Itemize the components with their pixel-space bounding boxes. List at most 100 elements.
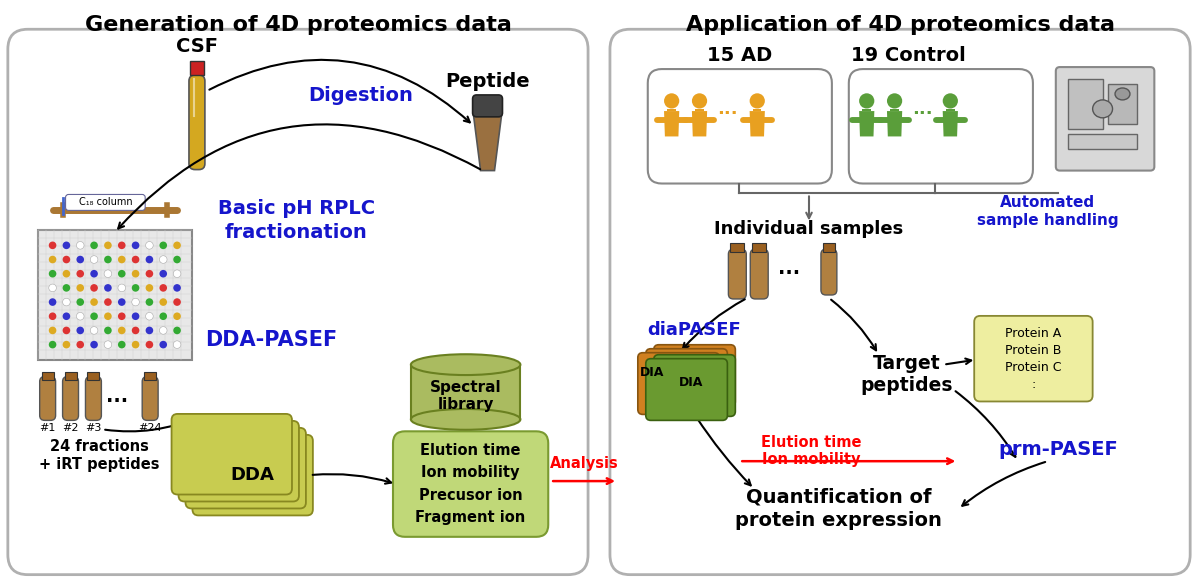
Circle shape xyxy=(160,327,167,334)
Text: 15 AD: 15 AD xyxy=(707,46,772,65)
Bar xyxy=(88,372,100,379)
FancyBboxPatch shape xyxy=(179,421,299,502)
Circle shape xyxy=(145,270,154,278)
Polygon shape xyxy=(946,108,954,111)
Circle shape xyxy=(49,313,56,320)
Text: Target
peptides: Target peptides xyxy=(860,354,953,395)
Circle shape xyxy=(145,298,154,306)
Circle shape xyxy=(104,313,112,320)
Text: Digestion: Digestion xyxy=(308,87,414,105)
Text: Elution time
Ion mobility
Precusor ion
Fragment ion: Elution time Ion mobility Precusor ion F… xyxy=(415,443,526,525)
FancyBboxPatch shape xyxy=(142,377,158,420)
Circle shape xyxy=(62,242,71,249)
FancyBboxPatch shape xyxy=(728,249,746,299)
Text: ...: ... xyxy=(107,387,128,406)
Circle shape xyxy=(145,341,154,349)
Circle shape xyxy=(49,270,56,278)
Circle shape xyxy=(90,298,98,306)
FancyBboxPatch shape xyxy=(654,354,736,416)
Circle shape xyxy=(49,242,56,249)
Circle shape xyxy=(62,270,71,278)
Text: Spectral
library: Spectral library xyxy=(430,380,502,412)
Text: #24: #24 xyxy=(138,423,162,434)
Bar xyxy=(752,243,767,252)
Circle shape xyxy=(104,341,112,349)
Text: Analysis: Analysis xyxy=(550,456,618,471)
Polygon shape xyxy=(887,111,902,136)
Text: Individual samples: Individual samples xyxy=(714,221,904,239)
Polygon shape xyxy=(890,108,899,111)
Circle shape xyxy=(132,270,139,278)
FancyBboxPatch shape xyxy=(172,414,292,495)
Circle shape xyxy=(118,298,126,306)
Circle shape xyxy=(62,284,71,292)
Text: 19 Control: 19 Control xyxy=(851,46,966,65)
Ellipse shape xyxy=(1115,88,1130,100)
Circle shape xyxy=(90,327,98,334)
Polygon shape xyxy=(750,111,764,136)
Circle shape xyxy=(104,284,112,292)
Polygon shape xyxy=(664,111,679,136)
Circle shape xyxy=(132,313,139,320)
Text: Automated
sample handling: Automated sample handling xyxy=(977,196,1118,228)
Circle shape xyxy=(90,284,98,292)
FancyBboxPatch shape xyxy=(186,428,306,509)
Bar xyxy=(1068,134,1138,148)
Circle shape xyxy=(62,298,71,306)
Circle shape xyxy=(173,284,181,292)
Circle shape xyxy=(173,327,181,334)
Circle shape xyxy=(132,242,139,249)
Text: Application of 4D proteomics data: Application of 4D proteomics data xyxy=(686,15,1115,36)
Circle shape xyxy=(49,327,56,334)
Circle shape xyxy=(173,341,181,349)
Circle shape xyxy=(49,255,56,263)
Text: Basic pH RPLC
fractionation: Basic pH RPLC fractionation xyxy=(218,199,376,242)
Circle shape xyxy=(62,313,71,320)
Polygon shape xyxy=(692,111,707,136)
Circle shape xyxy=(118,341,126,349)
Text: Peptide: Peptide xyxy=(445,72,530,91)
Circle shape xyxy=(77,298,84,306)
Circle shape xyxy=(145,327,154,334)
Circle shape xyxy=(160,284,167,292)
Bar xyxy=(65,372,77,379)
Text: #3: #3 xyxy=(85,423,102,434)
FancyBboxPatch shape xyxy=(848,69,1033,183)
FancyBboxPatch shape xyxy=(974,316,1093,402)
Circle shape xyxy=(104,242,112,249)
Circle shape xyxy=(132,255,139,263)
Circle shape xyxy=(90,341,98,349)
Circle shape xyxy=(160,313,167,320)
Circle shape xyxy=(750,93,764,108)
Circle shape xyxy=(145,313,154,320)
Circle shape xyxy=(77,327,84,334)
Bar xyxy=(37,230,192,360)
FancyBboxPatch shape xyxy=(62,377,78,420)
Text: #1: #1 xyxy=(40,423,56,434)
Bar xyxy=(410,365,521,420)
Bar xyxy=(731,243,744,252)
Circle shape xyxy=(132,341,139,349)
Polygon shape xyxy=(754,108,762,111)
Polygon shape xyxy=(695,108,703,111)
Text: Quantification of
protein expression: Quantification of protein expression xyxy=(736,488,942,530)
Circle shape xyxy=(118,284,126,292)
Circle shape xyxy=(49,341,56,349)
Circle shape xyxy=(145,255,154,263)
Circle shape xyxy=(77,313,84,320)
Text: Elution time
Ion mobility: Elution time Ion mobility xyxy=(761,435,862,467)
Bar xyxy=(823,243,835,252)
Circle shape xyxy=(118,255,126,263)
Circle shape xyxy=(77,284,84,292)
Circle shape xyxy=(173,270,181,278)
Text: ...: ... xyxy=(912,100,932,118)
Circle shape xyxy=(132,298,139,306)
Circle shape xyxy=(173,242,181,249)
Ellipse shape xyxy=(410,409,521,430)
Circle shape xyxy=(160,242,167,249)
Polygon shape xyxy=(863,108,871,111)
Circle shape xyxy=(62,255,71,263)
FancyBboxPatch shape xyxy=(654,345,736,406)
Circle shape xyxy=(104,327,112,334)
Circle shape xyxy=(49,298,56,306)
